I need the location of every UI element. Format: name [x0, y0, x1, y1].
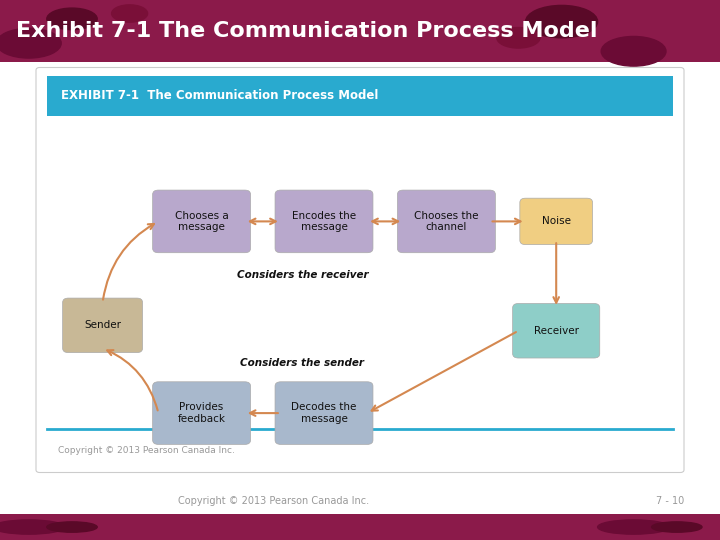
Ellipse shape [112, 5, 148, 22]
Text: Provides
feedback: Provides feedback [178, 402, 225, 424]
Text: Decodes the
message: Decodes the message [292, 402, 356, 424]
FancyBboxPatch shape [63, 298, 143, 353]
Ellipse shape [47, 8, 97, 30]
Text: Sender: Sender [84, 320, 121, 330]
FancyBboxPatch shape [520, 198, 593, 245]
Bar [0, 0, 720, 62]
FancyBboxPatch shape [275, 382, 373, 444]
Text: Exhibit 7-1 The Communication Process Model: Exhibit 7-1 The Communication Process Mo… [16, 21, 598, 41]
FancyBboxPatch shape [275, 190, 373, 253]
Text: 7 - 10: 7 - 10 [656, 496, 684, 505]
Ellipse shape [497, 28, 540, 48]
FancyBboxPatch shape [513, 303, 600, 358]
Text: EXHIBIT 7-1  The Communication Process Model: EXHIBIT 7-1 The Communication Process Mo… [61, 89, 379, 103]
Ellipse shape [0, 520, 65, 534]
FancyBboxPatch shape [397, 190, 495, 253]
Ellipse shape [526, 5, 598, 38]
Text: Chooses the
channel: Chooses the channel [414, 211, 479, 232]
Text: Considers the receiver: Considers the receiver [237, 271, 368, 280]
Ellipse shape [47, 522, 97, 532]
FancyBboxPatch shape [153, 382, 251, 444]
Text: Copyright © 2013 Pearson Canada Inc.: Copyright © 2013 Pearson Canada Inc. [178, 496, 369, 505]
Text: Receiver: Receiver [534, 326, 579, 336]
Text: Noise: Noise [541, 217, 571, 226]
Ellipse shape [598, 520, 670, 534]
Text: Encodes the
message: Encodes the message [292, 211, 356, 232]
Text: Considers the sender: Considers the sender [240, 358, 364, 368]
Text: Chooses a
message: Chooses a message [175, 211, 228, 232]
Bar [0, 514, 720, 540]
FancyBboxPatch shape [153, 190, 251, 253]
Text: Copyright © 2013 Pearson Canada Inc.: Copyright © 2013 Pearson Canada Inc. [58, 447, 235, 455]
Ellipse shape [0, 28, 61, 58]
Bar [47, 76, 673, 116]
FancyBboxPatch shape [36, 68, 684, 472]
Ellipse shape [652, 522, 702, 532]
Ellipse shape [601, 36, 666, 66]
